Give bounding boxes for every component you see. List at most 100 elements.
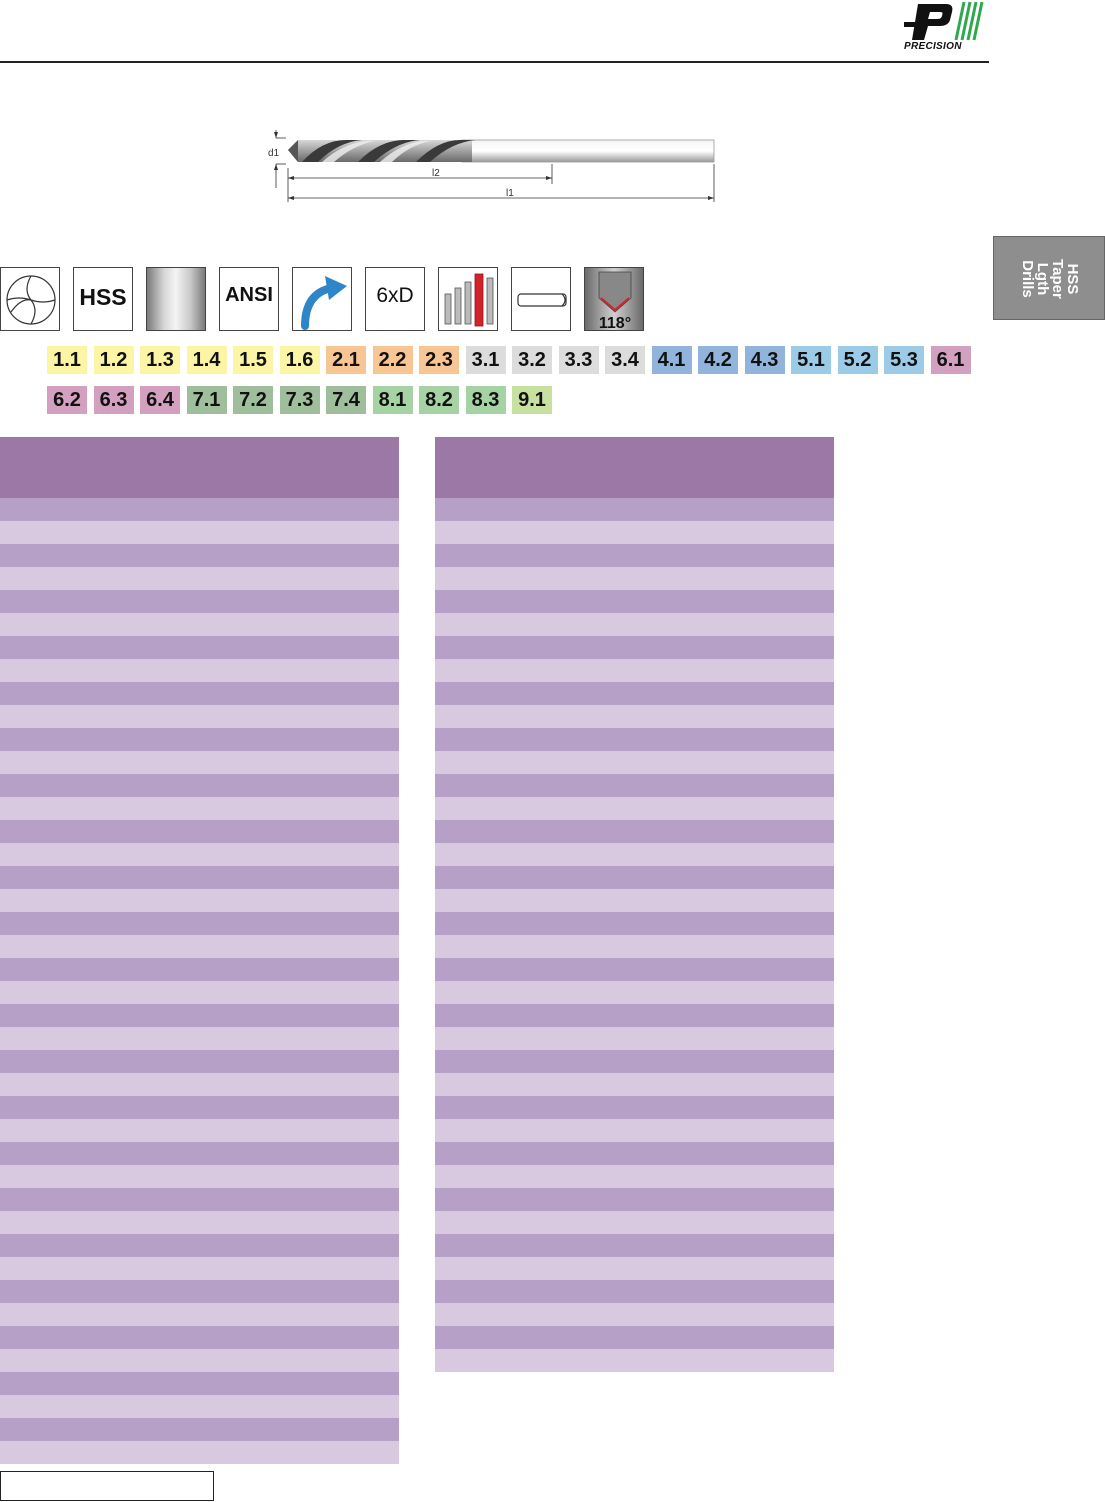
precision-logo: PRECISION xyxy=(898,0,988,58)
side-tab-line-1: HSS xyxy=(1063,263,1081,295)
table-row xyxy=(0,866,399,889)
table-row xyxy=(435,1280,834,1303)
material-group-chip: 6.1 xyxy=(930,346,971,374)
material-group-chip: 5.2 xyxy=(837,346,878,374)
bright-finish-icon xyxy=(146,267,206,331)
table-row xyxy=(435,751,834,774)
material-group-chip: 7.4 xyxy=(326,386,366,414)
table-row xyxy=(435,935,834,958)
right-hand-cut-icon xyxy=(292,267,352,331)
table-row xyxy=(0,935,399,958)
material-group-chip: 3.2 xyxy=(512,346,552,374)
drill-length-series-icon xyxy=(438,267,498,331)
table-row xyxy=(0,1027,399,1050)
table-row xyxy=(435,613,834,636)
table-row xyxy=(0,1326,399,1349)
table-row xyxy=(435,1027,834,1050)
table-row xyxy=(435,1349,834,1372)
table-row xyxy=(0,1418,399,1441)
table-row xyxy=(435,981,834,1004)
table-row xyxy=(0,1119,399,1142)
material-group-chip: 5.3 xyxy=(884,346,924,374)
table-row xyxy=(0,613,399,636)
table-row xyxy=(435,1050,834,1073)
table-row xyxy=(0,521,399,544)
header-rule xyxy=(0,61,989,63)
table-row xyxy=(0,1073,399,1096)
table-row xyxy=(435,1119,834,1142)
table-row xyxy=(0,797,399,820)
ansi-label: ANSI xyxy=(225,284,273,306)
table-row xyxy=(0,590,399,613)
straight-shank-icon xyxy=(511,267,571,331)
section-side-tab[interactable]: HSS Taper Lgth Drills xyxy=(993,236,1105,320)
table-row xyxy=(435,912,834,935)
table-row xyxy=(435,1211,834,1234)
table-row xyxy=(435,544,834,567)
table-row xyxy=(0,751,399,774)
table-row xyxy=(0,820,399,843)
ansi-standard-icon: ANSI xyxy=(219,267,279,331)
table-row xyxy=(0,981,399,1004)
table-row xyxy=(435,521,834,544)
material-group-chip: 8.2 xyxy=(419,386,459,414)
material-group-chip: 3.4 xyxy=(605,346,645,374)
l1-label: l1 xyxy=(506,188,514,199)
table-row xyxy=(435,1303,834,1326)
table-row xyxy=(0,1050,399,1073)
table-row xyxy=(435,1326,834,1349)
logo-mark-icon xyxy=(904,1,984,41)
table-row xyxy=(0,958,399,981)
table-row xyxy=(0,1349,399,1372)
table-row xyxy=(0,498,399,521)
table-row xyxy=(0,912,399,935)
table-row xyxy=(435,1165,834,1188)
hss-label: HSS xyxy=(79,284,127,310)
table-row xyxy=(435,567,834,590)
material-group-chip: 6.2 xyxy=(47,386,87,414)
table-row xyxy=(435,1257,834,1280)
table-row xyxy=(0,1395,399,1418)
table-row xyxy=(435,498,834,521)
table-row xyxy=(0,1165,399,1188)
material-group-chip: 3.1 xyxy=(465,346,506,374)
material-group-chip: 1.1 xyxy=(47,346,87,374)
material-group-chip: 1.5 xyxy=(233,346,273,374)
table-row xyxy=(435,958,834,981)
depth-6xd-icon: 6xD xyxy=(365,267,425,331)
table-row xyxy=(435,1096,834,1119)
material-group-chip: 6.3 xyxy=(93,386,134,414)
point-angle-icon: 118° xyxy=(584,267,644,331)
depth-6xd-label: 6xD xyxy=(376,284,414,307)
table-row xyxy=(435,682,834,705)
material-group-chip: 7.2 xyxy=(233,386,273,414)
table-row xyxy=(0,544,399,567)
material-group-chip: 6.4 xyxy=(140,386,180,414)
table-row xyxy=(0,1211,399,1234)
table-row xyxy=(435,843,834,866)
table-row xyxy=(435,1073,834,1096)
table-row xyxy=(0,705,399,728)
table-row xyxy=(0,774,399,797)
material-group-chip: 2.2 xyxy=(372,346,413,374)
table-row xyxy=(435,774,834,797)
table-row xyxy=(435,1004,834,1027)
table-row xyxy=(0,1280,399,1303)
table-row xyxy=(435,1142,834,1165)
table-row xyxy=(0,1188,399,1211)
drill-diagram: d1 l2 l1 xyxy=(262,128,722,210)
table-row xyxy=(435,1234,834,1257)
table-row xyxy=(435,590,834,613)
material-group-chip: 2.1 xyxy=(326,346,366,374)
table-row xyxy=(0,889,399,912)
table-row xyxy=(0,567,399,590)
right-table-header xyxy=(435,437,834,498)
table-row xyxy=(435,728,834,751)
material-group-chip: 4.1 xyxy=(651,346,692,374)
d1-label: d1 xyxy=(268,148,280,159)
table-row xyxy=(0,1234,399,1257)
table-row xyxy=(0,1004,399,1027)
table-row xyxy=(0,1441,399,1464)
table-row xyxy=(435,705,834,728)
table-row xyxy=(0,1096,399,1119)
